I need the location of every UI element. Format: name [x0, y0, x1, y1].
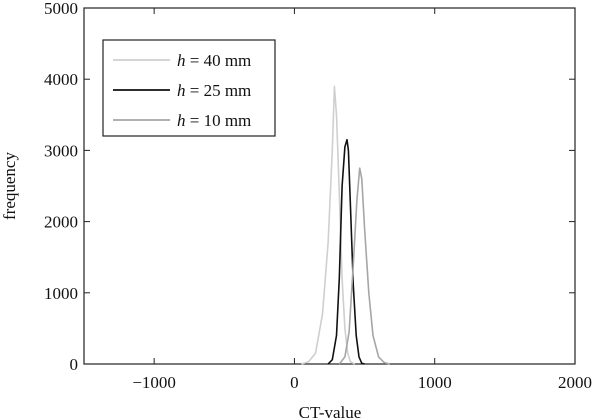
plot-area-frame — [83, 7, 576, 365]
series-line-1 — [301, 85, 356, 365]
y-axis-ticks: 0 1000 2000 3000 4000 5000 — [44, 0, 575, 374]
y-tick-label: 5000 — [44, 0, 78, 18]
legend-label-value: = 40 mm — [186, 51, 252, 70]
y-axis-label: frequency — [0, 152, 19, 220]
legend-label-3: h = 10 mm — [177, 111, 251, 130]
legend-label-variable: h — [177, 51, 186, 70]
legend-label-value: = 25 mm — [186, 81, 252, 100]
legend-label-variable: h — [177, 111, 186, 130]
x-axis-ticks: −1000 0 1000 2000 — [132, 8, 592, 392]
legend-label-2: h = 25 mm — [177, 81, 251, 100]
series-line-3 — [338, 167, 390, 365]
legend: h = 40 mmh = 25 mmh = 10 mm — [102, 39, 276, 137]
y-tick-label: 0 — [70, 355, 79, 374]
x-tick-label: 2000 — [558, 373, 592, 392]
x-axis-label: CT-value — [299, 403, 362, 418]
series-line-2 — [327, 138, 365, 365]
legend-label-variable: h — [177, 81, 186, 100]
x-tick-label: 1000 — [418, 373, 452, 392]
series-layer — [301, 85, 390, 365]
legend-label-1: h = 40 mm — [177, 51, 251, 70]
x-tick-label: −1000 — [132, 373, 176, 392]
y-tick-label: 4000 — [44, 70, 78, 89]
legend-label-value: = 10 mm — [186, 111, 252, 130]
y-tick-label: 2000 — [44, 213, 78, 232]
y-tick-label: 1000 — [44, 284, 78, 303]
x-tick-label: 0 — [290, 373, 299, 392]
y-tick-label: 3000 — [44, 141, 78, 160]
